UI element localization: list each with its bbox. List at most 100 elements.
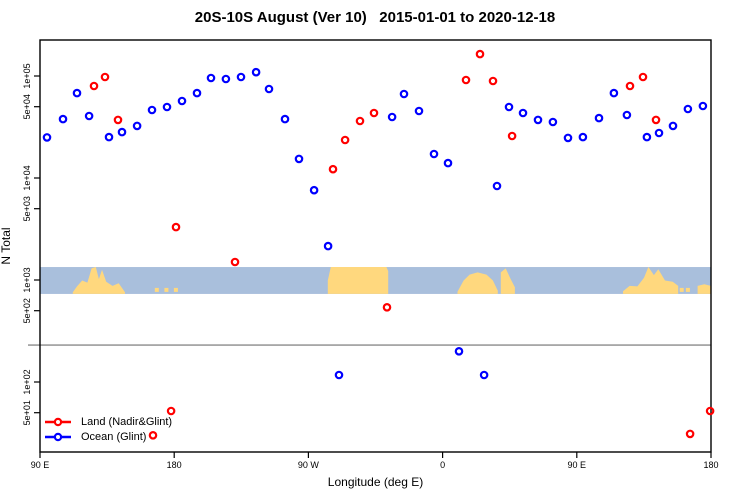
land-data-point: [475, 49, 485, 59]
ocean-data-point: [221, 74, 231, 84]
ocean-data-point: [72, 88, 82, 98]
ocean-data-point: [334, 370, 344, 380]
ocean-data-point: [323, 241, 333, 251]
y-tick-label: 5e+03: [22, 196, 32, 221]
land-data-point: [113, 115, 123, 125]
ocean-data-point: [42, 133, 52, 142]
map-band-land-patch: [457, 272, 498, 294]
ocean-data-point: [642, 132, 652, 142]
x-axis-title: Longitude (deg E): [327, 475, 424, 489]
y-tick-label: 1e+02: [22, 369, 32, 394]
land-data-point: [488, 76, 498, 86]
ocean-data-point: [668, 121, 678, 131]
land-data-point: [705, 406, 715, 416]
land-data-point: [355, 116, 365, 126]
ocean-data-point: [429, 149, 439, 159]
ocean-data-point: [479, 370, 489, 380]
land-data-point: [382, 302, 392, 312]
plot-box: [39, 39, 712, 453]
land-data-point: [651, 115, 661, 125]
map-band-land-patch: [623, 267, 679, 294]
map-band-land-patch: [697, 284, 711, 294]
legend: Land (Nadir&Glint) Ocean (Glint): [44, 414, 172, 444]
ocean-data-point: [399, 89, 409, 99]
ocean-data-point: [206, 73, 216, 83]
map-band-land-speck: [154, 287, 159, 292]
x-tick-label: 180: [703, 460, 718, 470]
ocean-data-point: [104, 132, 114, 142]
land-series-symbol-icon: [45, 417, 71, 426]
ocean-data-point: [117, 127, 127, 137]
land-data-point: [369, 108, 379, 118]
ocean-data-point: [443, 158, 453, 168]
x-tick-label: 90 E: [31, 460, 50, 470]
land-data-point: [507, 131, 517, 141]
y-axis-title: N Total: [0, 227, 13, 265]
ocean-data-point: [309, 185, 319, 195]
ocean-series-symbol-icon: [45, 432, 71, 441]
ocean-data-point: [236, 72, 246, 82]
land-data-point: [685, 429, 695, 439]
ocean-data-point: [132, 121, 142, 131]
land-data-point: [328, 164, 338, 174]
map-band-land-speck: [164, 287, 169, 292]
ocean-data-point: [683, 104, 693, 114]
ocean-data-point: [251, 67, 261, 77]
ocean-data-point: [294, 154, 304, 164]
chart-title: 20S-10S August (Ver 10) 2015-01-01 to 20…: [194, 9, 556, 26]
land-data-point: [230, 257, 240, 267]
x-tick-label: 90 W: [298, 460, 320, 470]
map-band-land-patch: [72, 267, 125, 294]
ocean-data-point: [84, 111, 94, 121]
ocean-data-point: [578, 132, 588, 142]
ocean-data-point: [563, 133, 573, 143]
ocean-data-point: [518, 108, 528, 118]
land-data-point: [171, 222, 181, 232]
map-band-land-speck: [685, 287, 690, 292]
land-data-point: [638, 72, 648, 82]
ocean-data-point: [504, 102, 514, 112]
ocean-data-point: [622, 110, 632, 120]
ocean-data-point: [387, 112, 397, 122]
land-data-point: [89, 81, 99, 91]
ocean-data-point: [533, 115, 543, 125]
y-tick-label: 1e+04: [22, 165, 32, 190]
ocean-data-point: [192, 88, 202, 98]
legend-item-land: Land (Nadir&Glint): [44, 414, 172, 429]
map-band-land-patch: [327, 267, 389, 294]
land-data-point: [461, 75, 471, 85]
map-band-land-speck: [679, 287, 684, 292]
ocean-data-point: [609, 88, 619, 98]
x-tick-label: 0: [440, 460, 445, 470]
land-data-point: [100, 72, 110, 82]
ocean-data-point: [264, 84, 274, 94]
ocean-data-point: [162, 102, 172, 112]
x-tick-label: 180: [167, 460, 182, 470]
ocean-data-point: [280, 114, 290, 124]
ocean-data-point: [147, 105, 157, 115]
map-band-land-patch: [500, 268, 515, 294]
land-data-point: [166, 406, 176, 416]
ocean-data-point: [698, 101, 708, 111]
ocean-data-point: [594, 113, 604, 123]
x-tick-label: 90 E: [568, 460, 587, 470]
legend-label-land: Land (Nadir&Glint): [81, 415, 173, 428]
ocean-data-point: [492, 181, 502, 191]
ocean-data-point: [58, 114, 68, 124]
y-tick-label: 5e+04: [22, 94, 32, 119]
map-band-land-speck: [173, 287, 178, 292]
ocean-data-point: [654, 128, 664, 138]
ocean-data-point: [414, 106, 424, 116]
y-tick-label: 1e+05: [22, 63, 32, 88]
y-tick-label: 5e+01: [22, 400, 32, 425]
y-tick-label: 5e+02: [22, 298, 32, 323]
land-data-point: [148, 430, 158, 440]
ocean-data-point: [177, 96, 187, 106]
y-tick-label: 1e+03: [22, 267, 32, 292]
ocean-data-point: [454, 346, 464, 356]
land-data-point: [625, 81, 635, 91]
legend-label-ocean: Ocean (Glint): [81, 430, 147, 443]
legend-item-ocean: Ocean (Glint): [44, 429, 172, 444]
